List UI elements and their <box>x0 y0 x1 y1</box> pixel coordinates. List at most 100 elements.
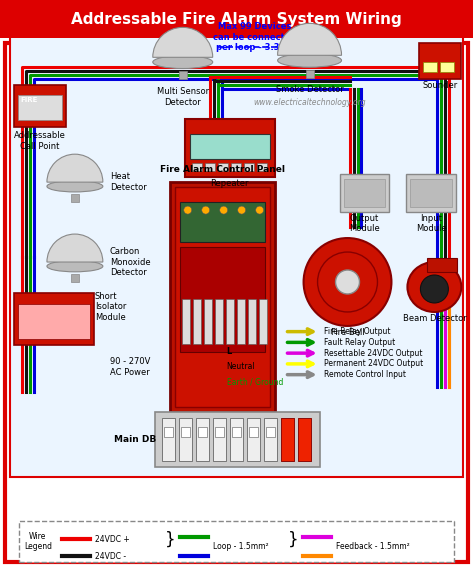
Bar <box>298 418 310 461</box>
Bar <box>226 299 234 344</box>
Text: 24VDC -: 24VDC - <box>95 552 126 561</box>
Bar <box>191 163 202 171</box>
Bar <box>298 418 310 461</box>
Circle shape <box>420 275 448 303</box>
Bar <box>204 299 212 344</box>
Bar <box>428 258 457 272</box>
Text: Neutral: Neutral <box>227 362 255 371</box>
Bar <box>179 71 187 79</box>
Wedge shape <box>47 234 103 262</box>
Bar <box>180 247 264 352</box>
Bar <box>247 299 255 344</box>
Bar <box>231 163 241 171</box>
Text: Fire Bell: Fire Bell <box>331 328 365 337</box>
Bar <box>0 1 474 39</box>
Bar <box>213 418 226 461</box>
Bar <box>181 427 190 437</box>
Bar <box>423 62 438 73</box>
Bar <box>264 418 277 461</box>
Text: Earth / Ground: Earth / Ground <box>227 378 283 386</box>
Text: Carbon
Monoxide
Detector: Carbon Monoxide Detector <box>110 247 150 277</box>
Ellipse shape <box>47 181 103 192</box>
Ellipse shape <box>408 262 461 312</box>
Text: Addressable
Call Point: Addressable Call Point <box>14 131 66 151</box>
Bar <box>306 70 314 78</box>
Bar <box>259 299 267 344</box>
Bar <box>14 85 66 127</box>
Text: L: L <box>227 348 232 357</box>
Text: Feedback - 1.5mm²: Feedback - 1.5mm² <box>336 542 410 551</box>
Ellipse shape <box>153 56 213 69</box>
Bar <box>419 43 461 79</box>
Bar <box>344 179 385 207</box>
Circle shape <box>202 206 210 214</box>
Bar <box>300 427 309 437</box>
Ellipse shape <box>47 261 103 272</box>
Circle shape <box>184 206 191 214</box>
Bar <box>281 418 293 461</box>
Bar <box>18 304 90 339</box>
Bar <box>193 299 201 344</box>
Text: Beam Detector: Beam Detector <box>402 314 466 323</box>
Text: Fire Relay Output: Fire Relay Output <box>324 327 390 336</box>
Text: Resettable 24VDC Output: Resettable 24VDC Output <box>324 349 422 358</box>
Bar <box>215 299 223 344</box>
Bar <box>182 299 190 344</box>
Circle shape <box>219 206 228 214</box>
Bar <box>232 427 241 437</box>
Ellipse shape <box>278 54 342 67</box>
Bar <box>205 163 215 171</box>
Text: Max 99 Devices
can be connected
per loop - 3.3kM: Max 99 Devices can be connected per loop… <box>213 23 296 52</box>
Bar <box>410 179 452 207</box>
Bar <box>19 521 455 562</box>
Bar <box>218 163 228 171</box>
Text: Heat
Detector: Heat Detector <box>110 172 146 192</box>
Text: Short
Isolator
Module: Short Isolator Module <box>95 292 126 322</box>
Circle shape <box>303 238 392 326</box>
Bar <box>14 293 94 345</box>
Text: 90 - 270V
AC Power: 90 - 270V AC Power <box>109 357 150 376</box>
Text: Output
Module: Output Module <box>349 214 380 234</box>
Bar <box>237 299 245 344</box>
Wedge shape <box>47 154 103 182</box>
Text: }: } <box>288 530 299 548</box>
Bar <box>10 23 464 477</box>
Text: Wire
Legend: Wire Legend <box>24 532 52 551</box>
Bar <box>244 163 254 171</box>
Text: FIRE: FIRE <box>20 98 37 103</box>
Bar <box>196 418 209 461</box>
Bar <box>164 427 173 437</box>
Text: Sounder: Sounder <box>423 81 458 90</box>
Text: Fire Alarm Control Panel: Fire Alarm Control Panel <box>160 165 285 174</box>
Bar <box>339 174 390 212</box>
Bar <box>170 182 274 412</box>
Wedge shape <box>278 23 342 56</box>
Bar <box>230 418 243 461</box>
Bar <box>440 62 455 73</box>
Text: }: } <box>165 530 176 548</box>
Text: Loop - 1.5mm²: Loop - 1.5mm² <box>213 542 269 551</box>
Bar <box>18 95 62 120</box>
Circle shape <box>336 270 359 294</box>
Bar <box>249 427 258 437</box>
Text: Multi Sensor
Detector: Multi Sensor Detector <box>157 87 209 107</box>
Text: 24VDC +: 24VDC + <box>95 535 129 544</box>
Circle shape <box>255 206 264 214</box>
Bar <box>246 418 260 461</box>
Text: Fault Relay Output: Fault Relay Output <box>324 338 395 347</box>
Text: Smoke Detector: Smoke Detector <box>276 85 344 94</box>
Text: Permanent 24VDC Output: Permanent 24VDC Output <box>324 359 423 369</box>
Text: Addressable Fire Alarm System Wiring: Addressable Fire Alarm System Wiring <box>71 12 402 27</box>
Text: Input
Module: Input Module <box>416 214 447 234</box>
Bar <box>180 202 264 242</box>
Bar <box>256 163 267 171</box>
Text: Remote Control Input: Remote Control Input <box>324 370 406 379</box>
Wedge shape <box>153 27 213 57</box>
Bar <box>190 134 270 159</box>
Bar <box>406 174 456 212</box>
Bar <box>71 274 79 282</box>
Text: Main DB: Main DB <box>114 435 156 445</box>
Text: www.electricaltechnology.org: www.electricaltechnology.org <box>253 98 366 107</box>
Bar <box>185 119 274 177</box>
Bar <box>215 427 224 437</box>
